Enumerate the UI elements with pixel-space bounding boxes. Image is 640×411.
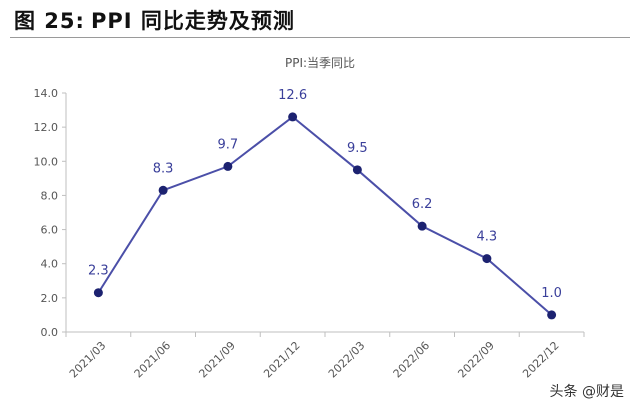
data-label: 9.5 — [347, 141, 368, 156]
data-label: 9.7 — [218, 137, 239, 152]
chart-title: PPI:当季同比 — [285, 56, 355, 70]
y-tick-label: 8.0 — [41, 189, 59, 202]
data-point — [223, 161, 233, 171]
x-tick-label: 2021/06 — [132, 339, 174, 381]
x-tick-label: 2022/12 — [520, 339, 562, 381]
y-tick-label: 0.0 — [41, 326, 59, 339]
data-point — [158, 185, 168, 195]
data-point — [547, 310, 557, 320]
x-tick-label: 2021/12 — [261, 339, 303, 381]
data-label: 4.3 — [477, 230, 498, 245]
series-line — [97, 115, 553, 316]
figure-title: 图 25: PPI 同比走势及预测 — [14, 5, 301, 35]
y-tick-label: 12.0 — [34, 121, 59, 134]
x-tick-label: 2022/09 — [455, 339, 497, 381]
y-tick-label: 14.0 — [34, 87, 59, 100]
figure-heading: PPI 同比走势及预测 — [90, 9, 295, 33]
data-point — [482, 254, 492, 264]
data-label: 1.0 — [541, 286, 562, 301]
data-label: 12.6 — [278, 88, 307, 103]
x-axis-ticks: 2021/03 2021/06 2021/09 2021/12 2022/03 2022/… — [65, 332, 585, 381]
y-tick-label: 10.0 — [34, 155, 59, 168]
data-point — [352, 165, 362, 175]
y-tick-label: 4.0 — [41, 258, 59, 271]
title-divider — [10, 37, 630, 38]
data-point — [288, 112, 298, 122]
data-label: 8.3 — [153, 161, 174, 176]
x-tick-label: 2022/06 — [391, 339, 433, 381]
x-tick-label: 2021/03 — [67, 339, 109, 381]
y-axis-ticks: 0.0 2.0 4.0 6.0 8.0 10.0 12.0 14.0 — [34, 87, 66, 339]
watermark: 头条 @财是 — [549, 384, 624, 400]
figure-number: 图 25: — [14, 9, 85, 33]
data-point — [417, 221, 427, 231]
series-group — [93, 112, 557, 320]
x-tick-label: 2021/09 — [196, 339, 238, 381]
chart-axes — [65, 93, 584, 333]
data-labels: 2.3 8.3 9.7 12.6 9.5 6.2 4.3 1.0 — [88, 88, 562, 301]
data-label: 6.2 — [412, 197, 433, 212]
x-tick-label: 2022/03 — [326, 339, 368, 381]
data-label: 2.3 — [88, 264, 109, 279]
data-point — [93, 288, 103, 298]
y-tick-label: 2.0 — [41, 292, 59, 305]
y-tick-label: 6.0 — [41, 224, 59, 237]
